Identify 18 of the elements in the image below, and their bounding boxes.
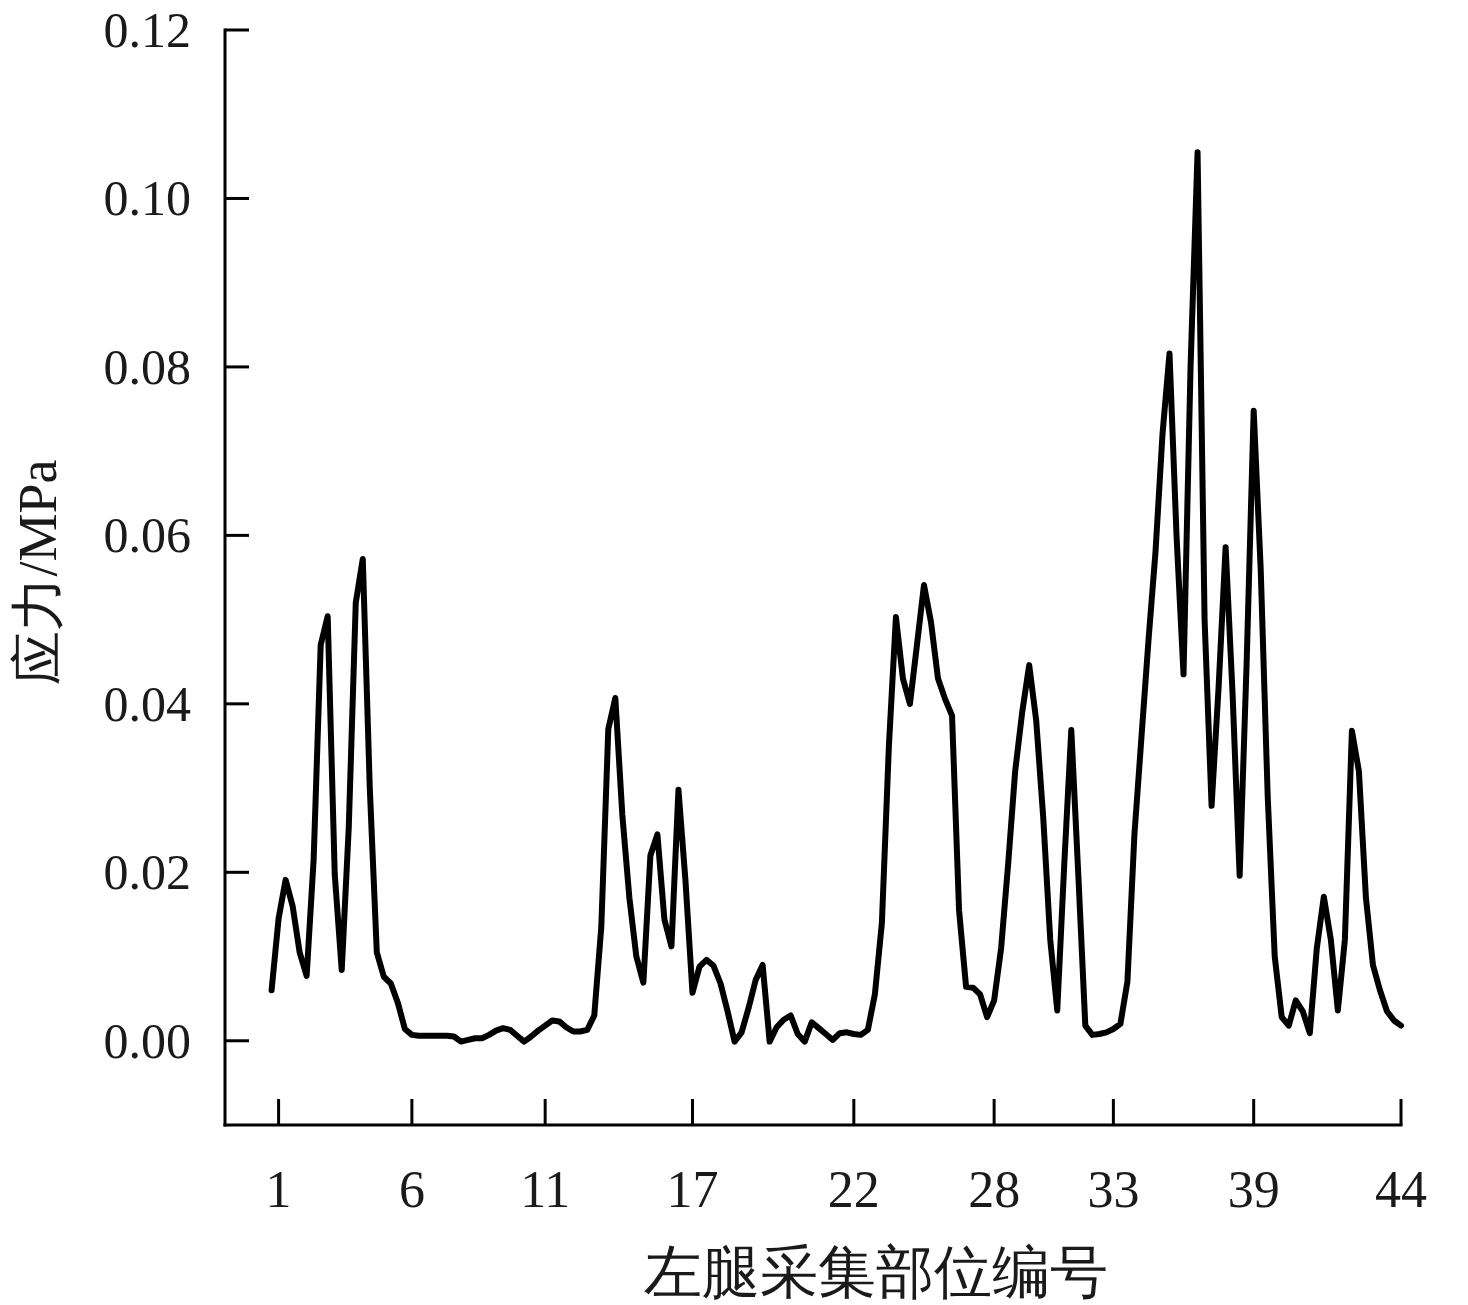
x-tick-label: 28 (968, 1161, 1021, 1218)
x-tick-label: 1 (265, 1161, 292, 1218)
y-tick-label: 0.12 (103, 2, 191, 58)
y-tick-label: 0.04 (103, 675, 191, 732)
y-tick-label: 0.00 (103, 1012, 191, 1069)
x-tick-label: 44 (1375, 1161, 1427, 1218)
x-tick-label: 39 (1227, 1161, 1280, 1218)
y-tick-label: 0.08 (103, 338, 191, 395)
x-tick-label: 33 (1087, 1161, 1140, 1218)
y-axis-title: 应力/MPa (8, 459, 68, 685)
x-tick-label: 22 (827, 1161, 880, 1218)
x-tick-label: 11 (520, 1161, 571, 1218)
y-tick-label: 0.02 (103, 844, 191, 901)
x-tick-label: 6 (398, 1161, 425, 1218)
x-tick-label: 17 (666, 1161, 719, 1218)
x-axis-title: 左腿采集部位编号 (644, 1240, 1108, 1305)
y-tick-label: 0.10 (103, 170, 191, 227)
y-tick-label: 0.06 (103, 507, 191, 564)
